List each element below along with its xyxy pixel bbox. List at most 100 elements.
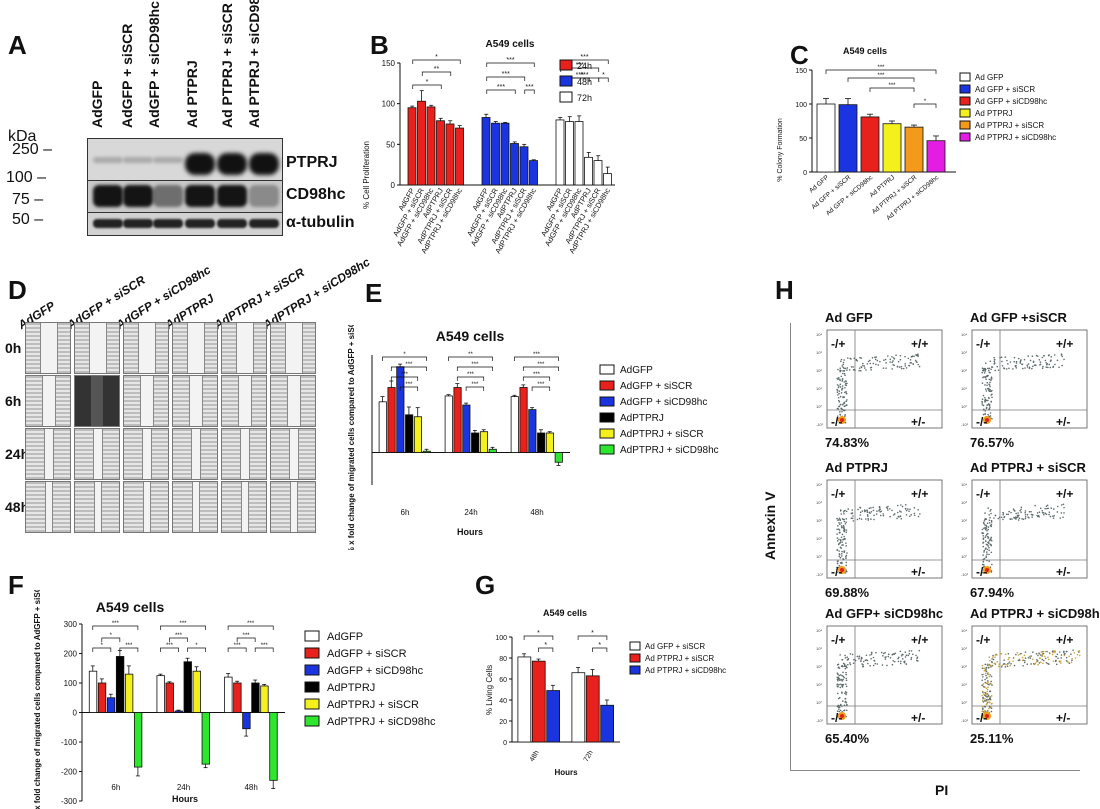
flow-event (1059, 517, 1061, 519)
flow-event (1044, 655, 1046, 658)
y-axis-label: % x fold change of migrated cells compar… (347, 325, 356, 550)
flow-event (891, 361, 894, 364)
flow-event (841, 700, 844, 702)
quadrant-label: +/- (911, 415, 925, 429)
flow-event (990, 519, 993, 522)
scratch-image (172, 481, 218, 533)
flow-event (985, 703, 988, 705)
flow-event (1047, 656, 1049, 659)
flow-event (984, 410, 987, 412)
sig-label: *** (471, 362, 479, 368)
flow-event (1058, 660, 1061, 662)
flow-event (992, 656, 994, 658)
flow-event (917, 515, 920, 518)
flow-event (997, 665, 1000, 668)
flow-event (845, 380, 848, 383)
flow-event (861, 510, 864, 512)
sig-bracket (913, 103, 937, 108)
flow-event (1009, 664, 1011, 667)
flow-event (986, 710, 989, 712)
scratch-gap (140, 376, 154, 426)
sig-label: *** (179, 621, 187, 627)
band-ptprj (93, 157, 123, 163)
sig-label: * (101, 643, 104, 649)
flow-event (1033, 663, 1036, 665)
flow-event (918, 649, 921, 652)
flow-event (847, 658, 849, 661)
flow-event (852, 662, 855, 664)
flow-event (987, 374, 989, 377)
quadrant-label: -/+ (831, 487, 845, 501)
legend-label: AdGFP + siSCR (327, 648, 407, 660)
flow-event (845, 671, 847, 674)
flow-event (988, 683, 990, 686)
scratch-gap (143, 482, 151, 532)
flow-event (1001, 664, 1004, 667)
flow-event (982, 683, 985, 685)
flow-event (990, 368, 992, 371)
flow-event (850, 358, 852, 360)
flow-event (870, 653, 873, 656)
flow-event (987, 387, 990, 390)
flow-event (838, 390, 841, 392)
bar (517, 656, 532, 743)
flow-event (984, 697, 986, 700)
flow-event (847, 508, 850, 510)
flow-event (984, 396, 986, 399)
bar (251, 682, 260, 713)
flow-event (989, 516, 991, 519)
flow-event (846, 552, 848, 554)
flow-event (843, 704, 846, 707)
flow-event (1017, 357, 1020, 360)
flow-event (1037, 514, 1040, 517)
flow-event (981, 699, 984, 702)
flow-event (1047, 354, 1050, 357)
flow-event (984, 362, 987, 364)
sig-bracket (486, 89, 516, 94)
flow-event (981, 400, 983, 403)
scratch-image (270, 428, 316, 480)
legend-swatch (629, 641, 641, 651)
flow-event (987, 541, 990, 543)
flow-event (987, 672, 989, 674)
bar (904, 126, 924, 173)
quadrant-label: +/- (911, 711, 925, 725)
y-axis-label: % Cell Proliferation (362, 141, 371, 209)
flow-event-core (985, 568, 989, 572)
band-ptprj (217, 153, 247, 175)
flow-event (892, 514, 895, 516)
flow-event (836, 566, 838, 569)
flow-event (897, 515, 900, 518)
bar (519, 387, 528, 453)
flow-event (981, 367, 984, 370)
flow-event (986, 551, 988, 553)
sig-label: *** (525, 84, 533, 91)
flow-event (1011, 518, 1013, 520)
flow-event (899, 515, 902, 518)
flow-event (1044, 507, 1046, 510)
flow-event (981, 705, 984, 708)
scratch-image (123, 428, 169, 480)
flow-event (986, 522, 989, 525)
bar (838, 104, 858, 173)
flow-event (840, 536, 843, 539)
flow-event (988, 546, 990, 549)
sig-label: * (537, 630, 540, 637)
flow-event (988, 656, 991, 659)
tick-label: 10⁴ (816, 482, 822, 487)
flow-event (1000, 666, 1003, 668)
band-cd98hc (93, 185, 123, 207)
legend-swatch (559, 91, 573, 103)
flow-event (859, 511, 862, 514)
flow-event (982, 554, 984, 556)
blot-cd98hc (87, 180, 283, 214)
x-tick-label: 6h (401, 508, 410, 517)
flow-event (842, 361, 845, 364)
legend-label: Ad PTPRJ + siSCR (975, 121, 1044, 130)
flow-plot-title: Ad GFP (825, 310, 873, 325)
flow-event (839, 518, 841, 521)
flow-event (917, 353, 919, 356)
flow-event (981, 667, 984, 669)
tick-label: 10³ (816, 500, 822, 505)
sig-bracket (592, 647, 608, 652)
